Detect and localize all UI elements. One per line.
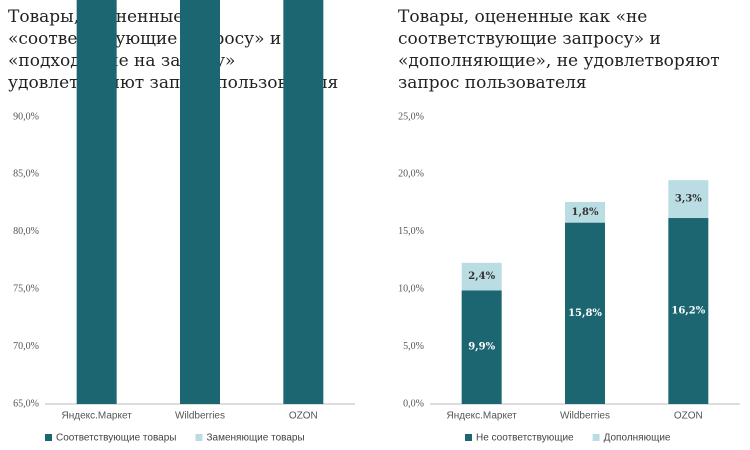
x-tick-label: Wildberries bbox=[560, 411, 610, 422]
value-label: 16,2% bbox=[671, 306, 705, 317]
x-tick-label: Яндекс.Маркет bbox=[62, 411, 133, 422]
x-tick-label: Wildberries bbox=[175, 411, 225, 422]
legend-label: Дополняющие bbox=[604, 433, 671, 444]
y-tick-label: 20,0% bbox=[398, 169, 424, 180]
value-label: 1,8% bbox=[572, 207, 599, 218]
legend-label: Не соответствующие bbox=[476, 433, 574, 444]
x-tick-label: Яндекс.Маркет bbox=[447, 411, 518, 422]
y-tick-label: 15,0% bbox=[398, 226, 424, 237]
value-label: 15,8% bbox=[568, 308, 602, 319]
bar-segment bbox=[461, 290, 502, 404]
legend-swatch bbox=[592, 434, 600, 441]
y-tick-label: 75,0% bbox=[13, 283, 39, 294]
legend-swatch bbox=[195, 434, 203, 441]
legend-label: Соответствующие товары bbox=[56, 433, 176, 444]
y-tick-label: 65,0% bbox=[13, 398, 39, 409]
y-tick-label: 80,0% bbox=[13, 226, 39, 237]
x-tick-label: OZON bbox=[674, 411, 703, 422]
bar-segment bbox=[565, 222, 605, 404]
bar-segment bbox=[668, 218, 709, 404]
bar-segment bbox=[180, 0, 220, 404]
y-tick-label: 10,0% bbox=[398, 283, 424, 294]
bar-segment bbox=[461, 262, 502, 291]
legend-swatch bbox=[45, 434, 52, 441]
bar-segment bbox=[283, 0, 324, 404]
y-tick-label: 70,0% bbox=[13, 341, 39, 352]
x-tick-label: OZON bbox=[289, 411, 318, 422]
value-label: 9,9% bbox=[468, 342, 495, 353]
legend-swatch bbox=[465, 434, 472, 441]
bar-segment bbox=[668, 180, 709, 219]
y-tick-label: 90,0% bbox=[13, 111, 39, 122]
bar-segment bbox=[76, 0, 117, 405]
y-tick-label: 85,0% bbox=[13, 169, 39, 180]
bar-segment bbox=[565, 201, 605, 223]
value-label: 3,3% bbox=[675, 194, 702, 205]
value-label: 2,4% bbox=[468, 271, 495, 282]
legend-label: Заменяющие товары bbox=[206, 433, 304, 444]
y-tick-label: 0,0% bbox=[403, 398, 424, 409]
y-tick-label: 25,0% bbox=[398, 111, 424, 122]
y-tick-label: 5,0% bbox=[403, 341, 424, 352]
chart-title: Товары, оцененные как «не соответствующи… bbox=[398, 7, 720, 93]
